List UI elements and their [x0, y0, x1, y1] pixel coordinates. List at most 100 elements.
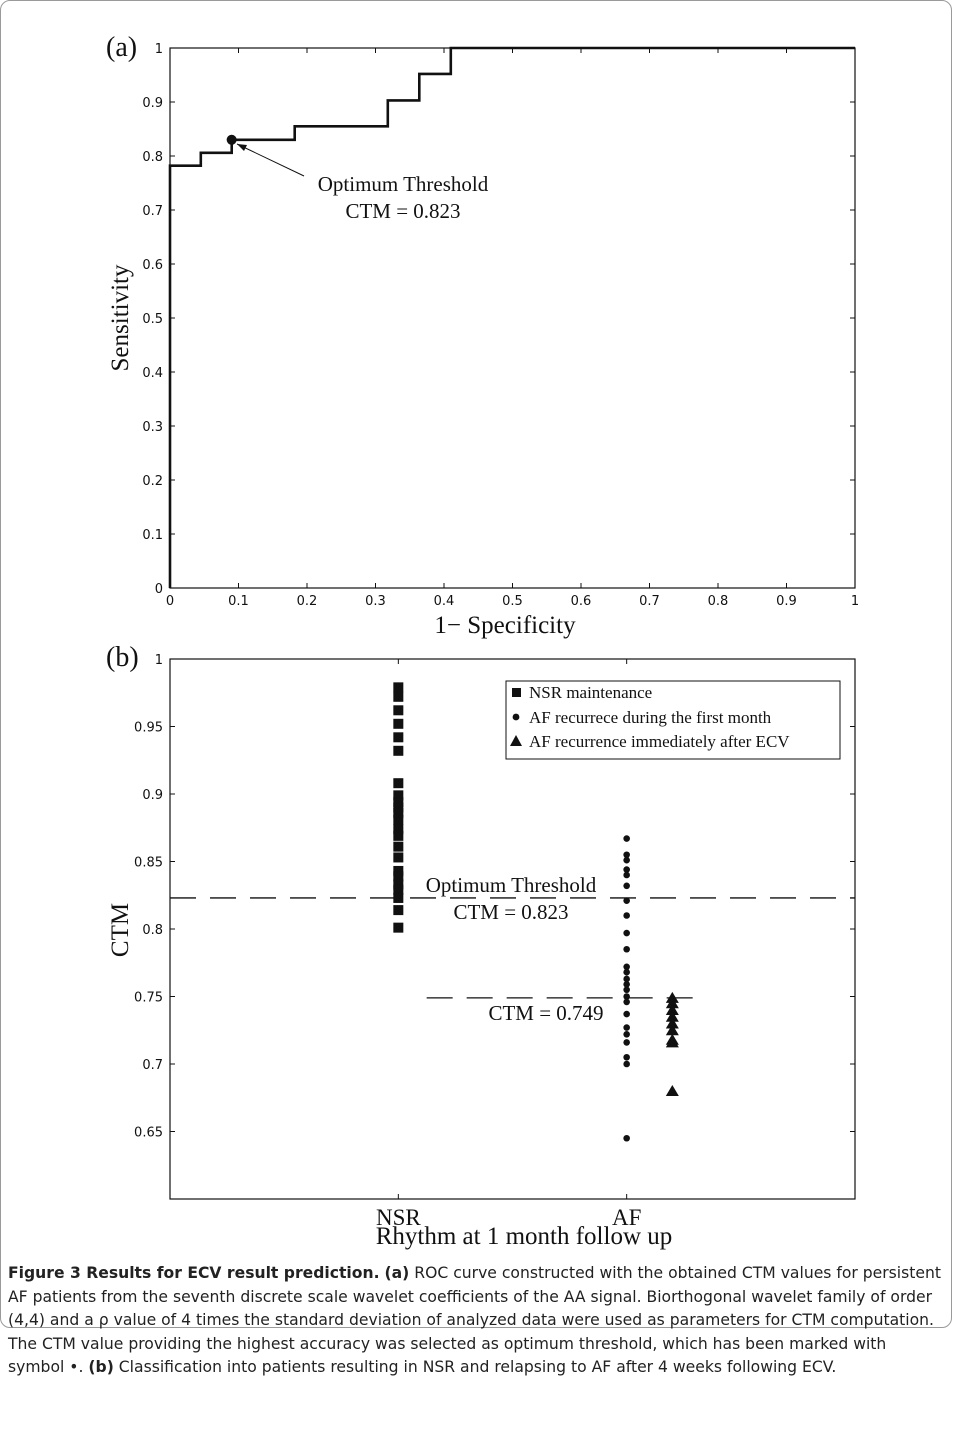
roc-y-tick-label: 0.2 — [142, 474, 163, 489]
nsr-maintenance-point — [393, 705, 404, 716]
caption-part-a-text: ROC curve constructed with the obtained … — [8, 1264, 941, 1377]
roc-y-tick-label: 0.7 — [142, 204, 163, 219]
roc-x-tick-label: 0.2 — [297, 594, 318, 609]
nsr-maintenance-point — [393, 852, 404, 863]
annotation-arrow — [236, 143, 305, 177]
roc-x-tick-label: 0.4 — [434, 594, 455, 609]
nsr-maintenance-point — [393, 682, 404, 693]
ctm-panel: (b) 0.65 0.7 0.75 0.8 0.85 0.9 0.95 1 NSR AF Opt… — [106, 642, 856, 1250]
nsr-maintenance-point — [393, 691, 404, 702]
af-recurrence-month-point — [623, 897, 630, 904]
af-recurrence-month-point — [623, 945, 630, 953]
caption-part-b-text: Classification into patients resulting i… — [118, 1358, 837, 1377]
af-recurrence-month-point — [623, 975, 630, 983]
roc-y-tick-label: 0 — [155, 582, 163, 597]
ctm-y-tick-label: 0.8 — [142, 923, 163, 938]
legend-square-marker — [512, 688, 521, 697]
nsr-maintenance-point — [393, 790, 404, 801]
roc-x-tick-label: 0.7 — [639, 594, 660, 609]
figure-caption: Figure 3 Results for ECV result predicti… — [8, 1262, 944, 1380]
af-recurrence-month-point — [623, 998, 630, 1006]
nsr-maintenance-point — [393, 871, 404, 882]
roc-annotation-line-1: Optimum Threshold — [318, 172, 489, 196]
ctm-y-tick-label: 0.7 — [142, 1058, 163, 1073]
ctm-y-ticks: 0.65 0.7 0.75 0.8 0.85 0.9 0.95 1 — [134, 653, 855, 1141]
af-recurrence-month-point — [623, 1134, 630, 1142]
ctm-x-tick-label: AF — [612, 1205, 641, 1230]
ctm-y-tick-label: 0.65 — [134, 1126, 163, 1141]
panel-a-label: (a) — [106, 32, 137, 63]
roc-y-tick-label: 0.6 — [142, 258, 163, 273]
roc-panel: (a) 0 0.1 0.2 0.3 0.4 0.5 0.6 0.7 0.8 0.9 1 0 0.1 0.… — [106, 32, 859, 639]
af-recurrence-immediate-point — [665, 1085, 679, 1096]
legend-entry-nsr: NSR maintenance — [529, 683, 652, 702]
af-recurrence-month-point — [623, 981, 630, 988]
roc-annotation-line-2: CTM = 0.823 — [345, 199, 460, 223]
af-recurrence-month-point — [623, 871, 630, 879]
nsr-maintenance-point — [393, 879, 404, 890]
ctm-x-ticks: NSR AF — [376, 659, 641, 1230]
nsr-maintenance-point — [393, 802, 404, 813]
af-recurrence-immediate-point — [665, 1010, 679, 1022]
figure-frame — [0, 0, 952, 1328]
af-recurrence-month-point — [623, 986, 630, 994]
nsr-maintenance-point — [393, 841, 404, 852]
nsr-maintenance-point — [393, 830, 404, 841]
af-recurrence-month-point — [623, 1060, 630, 1068]
af-recurrence-immediate-point — [665, 1017, 679, 1029]
roc-x-tick-label: 0 — [166, 594, 174, 609]
af-recurrence-month-point — [623, 851, 630, 859]
af-recurrence-month-point — [623, 993, 630, 1000]
nsr-maintenance-point — [393, 778, 404, 789]
legend-circle-marker — [512, 713, 520, 721]
nsr-maintenance-point — [393, 807, 404, 818]
nsr-maintenance-point — [393, 922, 404, 933]
af-recurrence-month-point — [623, 1053, 630, 1061]
af-recurrence-month-point — [623, 1010, 630, 1018]
roc-x-tick-label: 0.3 — [365, 594, 386, 609]
af-recurrence-month-point — [623, 1039, 630, 1046]
af-recurrence-month-point — [623, 835, 630, 842]
roc-plot-area — [169, 47, 856, 589]
af-recurrence-immediate-point — [665, 1036, 679, 1048]
ctm-y-tick-label: 0.75 — [134, 991, 163, 1006]
ctm-y-tick-label: 0.9 — [142, 788, 163, 803]
roc-x-tick-label: 0.8 — [708, 594, 729, 609]
af-recurrence-month-point — [623, 856, 630, 864]
legend-entry-af-immediate: AF recurrence immediately after ECV — [529, 732, 790, 751]
roc-y-ticks: 0 0.1 0.2 0.3 0.4 0.5 0.6 0.7 0.8 0.9 1 — [142, 42, 855, 597]
threshold-label-2: CTM = 0.823 — [453, 900, 568, 924]
panel-b-label: (b) — [106, 642, 139, 673]
annotation-arrowhead — [237, 144, 247, 151]
ctm-x-tick-label: NSR — [376, 1205, 421, 1230]
roc-y-tick-label: 0.1 — [142, 528, 163, 543]
af-recurrence-month-point — [623, 882, 630, 890]
roc-x-tick-label: 0.5 — [502, 594, 523, 609]
roc-y-axis-label: Sensitivity — [107, 264, 134, 371]
af-recurrence-immediate-point — [665, 997, 679, 1009]
nsr-maintenance-point — [393, 732, 404, 743]
optimum-threshold-point — [226, 134, 237, 145]
nsr-maintenance-point — [393, 905, 404, 916]
data-points — [393, 682, 679, 1142]
nsr-maintenance-point — [393, 797, 404, 808]
legend: NSR maintenance AF recurrece during the … — [505, 680, 841, 760]
threshold-label-3: CTM = 0.749 — [488, 1001, 603, 1025]
caption-figure-label: Figure 3 Results for ECV result predicti… — [8, 1264, 380, 1282]
roc-y-tick-label: 0.5 — [142, 312, 163, 327]
roc-x-tick-label: 1 — [851, 594, 859, 609]
ctm-x-axis-label: Rhythm at 1 month follow up — [376, 1223, 673, 1250]
af-recurrence-immediate-point — [665, 1004, 679, 1015]
ctm-y-tick-label: 1 — [155, 653, 163, 668]
roc-x-ticks: 0 0.1 0.2 0.3 0.4 0.5 0.6 0.7 0.8 0.9 1 — [166, 48, 859, 609]
ctm-y-tick-label: 0.95 — [134, 721, 163, 736]
nsr-maintenance-point — [393, 824, 404, 835]
nsr-maintenance-point — [393, 884, 404, 895]
caption-part-a-label: (a) — [384, 1264, 410, 1282]
ctm-y-axis-label: CTM — [107, 903, 134, 957]
af-recurrence-month-point — [623, 1024, 630, 1031]
af-recurrence-month-point — [623, 963, 630, 971]
af-recurrence-month-point — [623, 1031, 630, 1038]
roc-y-tick-label: 1 — [155, 42, 163, 57]
threshold-label-1: Optimum Threshold — [426, 873, 597, 897]
